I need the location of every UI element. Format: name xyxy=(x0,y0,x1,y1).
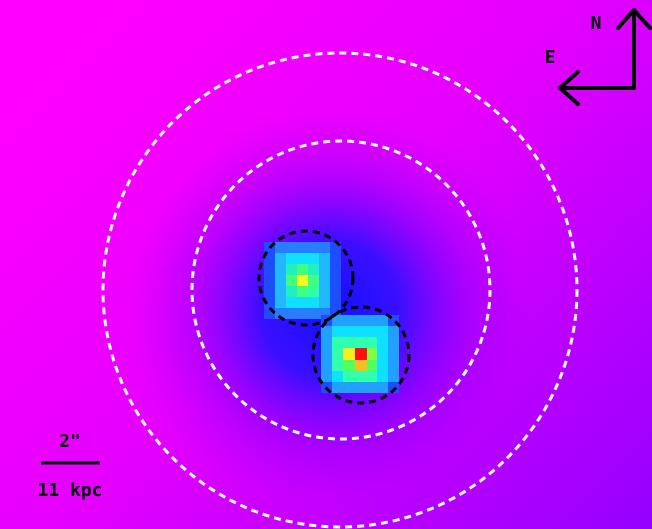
sky-image: N E 2" 11 kpc xyxy=(0,0,652,529)
east-label: E xyxy=(545,47,556,68)
source-1 xyxy=(264,242,341,319)
scale-angular-label: 2" xyxy=(59,431,81,452)
source-2 xyxy=(321,315,399,393)
north-label: N xyxy=(591,13,602,34)
scale-physical-label: 11 kpc xyxy=(37,480,102,501)
page: N E 2" 11 kpc (() => { const data = JSON… xyxy=(0,0,652,529)
